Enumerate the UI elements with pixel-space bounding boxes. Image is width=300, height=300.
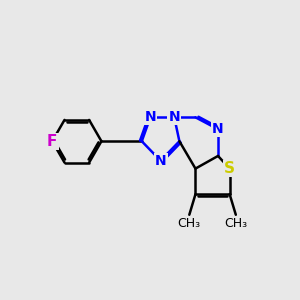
Text: N: N (155, 154, 167, 168)
Text: S: S (224, 161, 235, 176)
Text: N: N (212, 122, 224, 136)
Text: F: F (47, 134, 57, 149)
Text: CH₃: CH₃ (178, 218, 201, 230)
Text: N: N (145, 110, 156, 124)
Text: CH₃: CH₃ (224, 218, 247, 230)
Text: N: N (169, 110, 180, 124)
